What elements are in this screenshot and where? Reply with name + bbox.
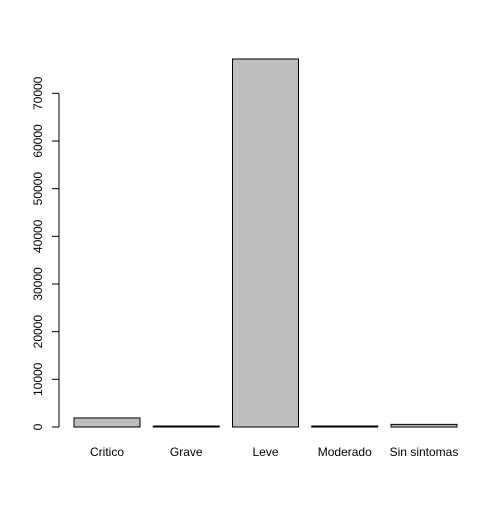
x-tick-label-leve: Leve — [252, 445, 278, 459]
bar-grave — [152, 425, 220, 428]
y-tick-label-60000: 60000 — [31, 124, 45, 158]
bar-sin-sintomas — [390, 423, 458, 428]
bar-critico — [73, 417, 141, 428]
y-axis: 0 10000 20000 30000 40000 50000 60000 70000 — [31, 76, 60, 430]
y-tick-label-50000: 50000 — [31, 172, 45, 206]
y-tick-label-70000: 70000 — [31, 76, 45, 110]
bars-layer — [73, 58, 458, 428]
x-axis-labels: Critico Grave Leve Moderado Sin sintomas — [90, 445, 458, 459]
x-tick-label-moderado: Moderado — [318, 445, 372, 459]
x-tick-label-grave: Grave — [170, 445, 203, 459]
bar-moderado — [311, 425, 379, 428]
x-tick-label-critico: Critico — [90, 445, 124, 459]
y-tick-label-40000: 40000 — [31, 219, 45, 253]
y-tick-label-30000: 30000 — [31, 267, 45, 301]
y-tick-label-20000: 20000 — [31, 315, 45, 349]
x-tick-label-sin-sintomas: Sin sintomas — [390, 445, 459, 459]
y-tick-label-10000: 10000 — [31, 362, 45, 396]
y-tick-label-0: 0 — [31, 423, 45, 430]
bar-leve — [232, 58, 299, 428]
